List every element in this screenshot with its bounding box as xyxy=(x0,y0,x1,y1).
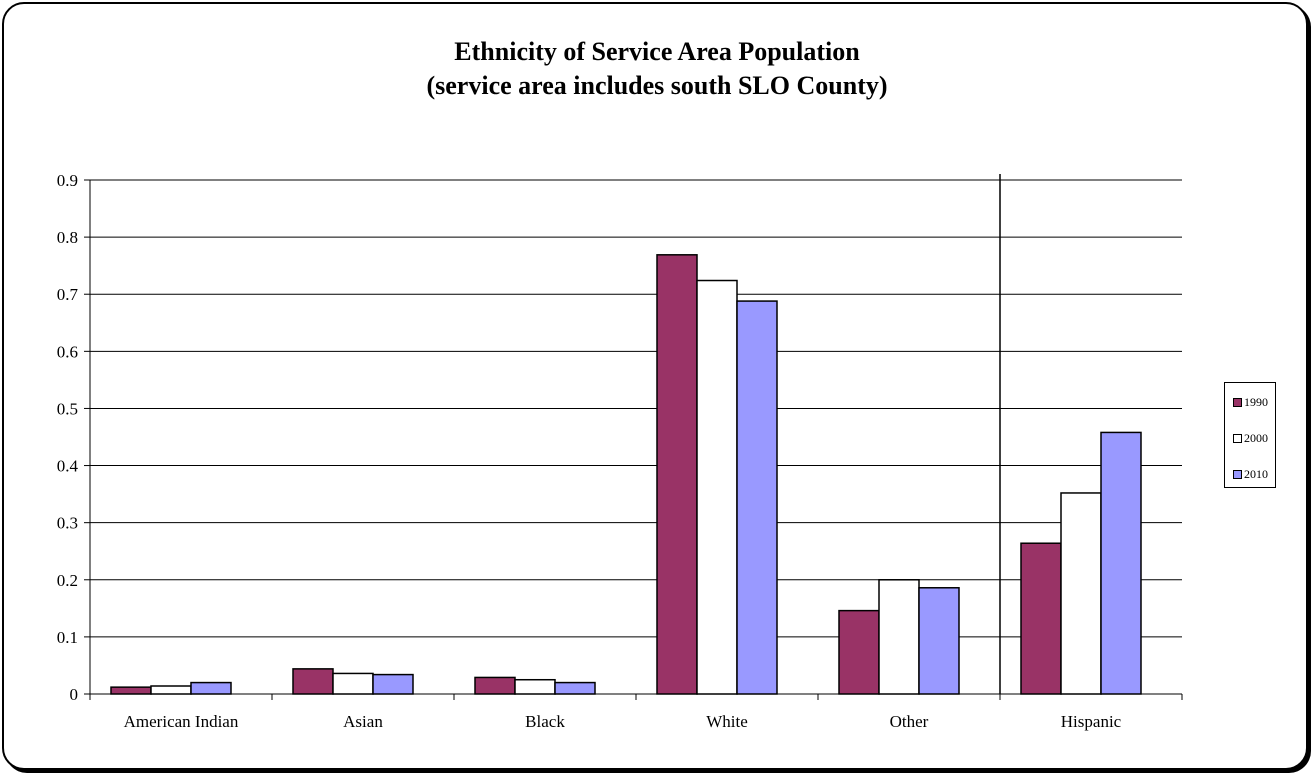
legend-item-2000: 2000 xyxy=(1233,431,1268,445)
y-tick-label: 0.2 xyxy=(57,571,78,590)
bar-1990-asian xyxy=(292,668,334,695)
bar-1990-american-indian xyxy=(110,686,152,695)
bar-2000-black xyxy=(514,678,556,695)
axes: 0 0.1 0.2 0.3 0.4 0.5 0.6 0.7 0.8 0.9 American Ind… xyxy=(57,171,1183,731)
chart-title: Ethnicity of Service Area Population xyxy=(454,37,860,66)
legend-swatch xyxy=(1233,433,1242,443)
y-tick-label: 0.3 xyxy=(57,514,78,533)
legend-item-1990: 1990 xyxy=(1233,395,1268,409)
legend-swatch xyxy=(1233,469,1242,479)
bar-2000-american-indian xyxy=(150,685,192,695)
x-tick-label: Hispanic xyxy=(1061,712,1122,731)
bar-1990-black xyxy=(474,676,516,695)
legend-swatch xyxy=(1233,397,1242,407)
bars xyxy=(110,254,1142,695)
bar-2010-asian xyxy=(372,673,414,695)
bar-2010-black xyxy=(554,681,596,695)
gridlines xyxy=(90,179,1182,638)
x-tick-label: Black xyxy=(525,712,565,731)
bar-2010-other xyxy=(918,587,960,695)
bar-1990-other xyxy=(838,609,880,695)
x-tick-label: American Indian xyxy=(124,712,239,731)
x-tick-label: Asian xyxy=(343,712,383,731)
legend-label: 2000 xyxy=(1244,431,1268,445)
bar-1990-white xyxy=(656,254,698,695)
legend: 1990 2000 2010 xyxy=(1224,382,1276,488)
bar-2000-hispanic xyxy=(1060,492,1102,695)
bar-2000-asian xyxy=(332,672,374,695)
bar-2000-white xyxy=(696,279,738,695)
chart-title-block: Ethnicity of Service Area Population (se… xyxy=(0,35,1314,103)
y-tick-label: 0 xyxy=(70,685,79,704)
bar-2010-hispanic xyxy=(1100,431,1142,695)
y-tick-label: 0.1 xyxy=(57,628,78,647)
bar-1990-hispanic xyxy=(1020,542,1062,695)
y-tick-label: 0.5 xyxy=(57,399,78,418)
legend-item-2010: 2010 xyxy=(1233,467,1268,481)
bar-2010-american-indian xyxy=(190,681,232,695)
y-tick-label: 0.7 xyxy=(57,285,79,304)
x-tick-label: White xyxy=(706,712,748,731)
chart-subtitle: (service area includes south SLO County) xyxy=(426,71,888,100)
legend-label: 2010 xyxy=(1244,467,1268,481)
x-tick-label: Other xyxy=(890,712,929,731)
legend-label: 1990 xyxy=(1244,395,1268,409)
y-tick-label: 0.4 xyxy=(57,457,79,476)
y-tick-label: 0.9 xyxy=(57,171,78,190)
y-tick-label: 0.6 xyxy=(57,342,78,361)
bar-2000-other xyxy=(878,579,920,695)
y-tick-label: 0.8 xyxy=(57,228,78,247)
bar-2010-white xyxy=(736,300,778,695)
